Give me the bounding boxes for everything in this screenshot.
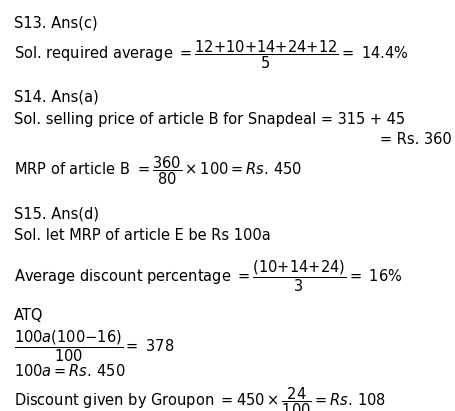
Text: $\dfrac{100a(100{-}16)}{100}=$ 378: $\dfrac{100a(100{-}16)}{100}=$ 378	[14, 328, 174, 364]
Text: ATQ: ATQ	[14, 308, 44, 323]
Text: $100a = Rs.\,450$: $100a = Rs.\,450$	[14, 363, 126, 379]
Text: S13. Ans(c): S13. Ans(c)	[14, 16, 98, 31]
Text: S14. Ans(a): S14. Ans(a)	[14, 90, 99, 105]
Text: S15. Ans(d): S15. Ans(d)	[14, 206, 99, 221]
Text: MRP of article B $=\dfrac{360}{80}\times 100=Rs.\,450$: MRP of article B $=\dfrac{360}{80}\times…	[14, 154, 303, 187]
Text: Average discount percentage $=\dfrac{(10{+}14{+}24)}{3}=$ 16%: Average discount percentage $=\dfrac{(10…	[14, 258, 402, 293]
Text: Sol. required average $=\mathregular{\dfrac{12{+}10{+}14{+}24{+}12}{5}}=$ 14.4%: Sol. required average $=\mathregular{\df…	[14, 38, 409, 71]
Text: = Rs. 360: = Rs. 360	[380, 132, 452, 147]
Text: Sol. let MRP of article E be Rs 100a: Sol. let MRP of article E be Rs 100a	[14, 228, 271, 243]
Text: Sol. selling price of article B for Snapdeal = 315 + 45: Sol. selling price of article B for Snap…	[14, 112, 405, 127]
Text: Discount given by Groupon $= 450\times\dfrac{24}{100}=Rs.\,108$: Discount given by Groupon $= 450\times\d…	[14, 385, 386, 411]
